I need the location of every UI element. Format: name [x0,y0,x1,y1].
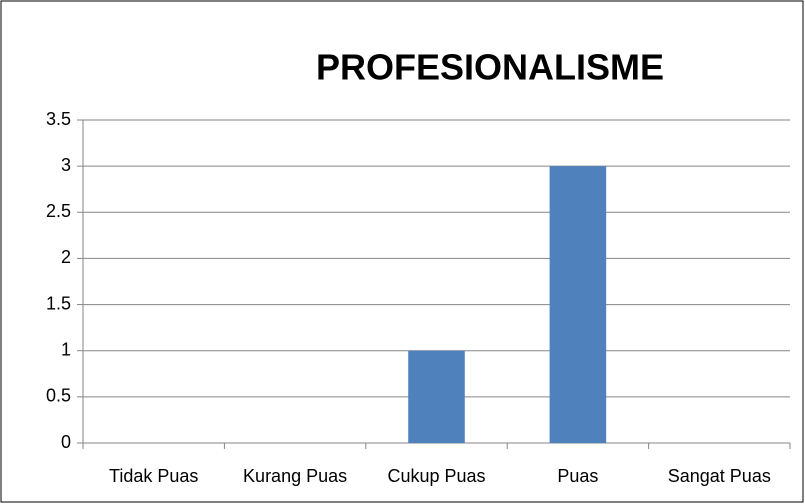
chart-title: PROFESIONALISME [316,47,664,88]
y-tick-label: 1 [61,339,71,359]
y-tick-label: 2.5 [46,201,71,221]
x-tick-label: Tidak Puas [109,466,198,486]
bar [549,166,607,443]
y-tick-label: 0 [61,432,71,452]
y-tick-label: 0.5 [46,386,71,406]
x-tick-label: Kurang Puas [243,466,347,486]
x-tick-label: Puas [557,466,598,486]
y-tick-label: 3 [61,155,71,175]
x-tick-label: Sangat Puas [668,466,771,486]
bar [408,350,465,443]
y-tick-label: 1.5 [46,293,71,313]
y-tick-label: 2 [61,247,71,267]
y-tick-label: 3.5 [46,109,71,129]
x-tick-label: Cukup Puas [387,466,485,486]
